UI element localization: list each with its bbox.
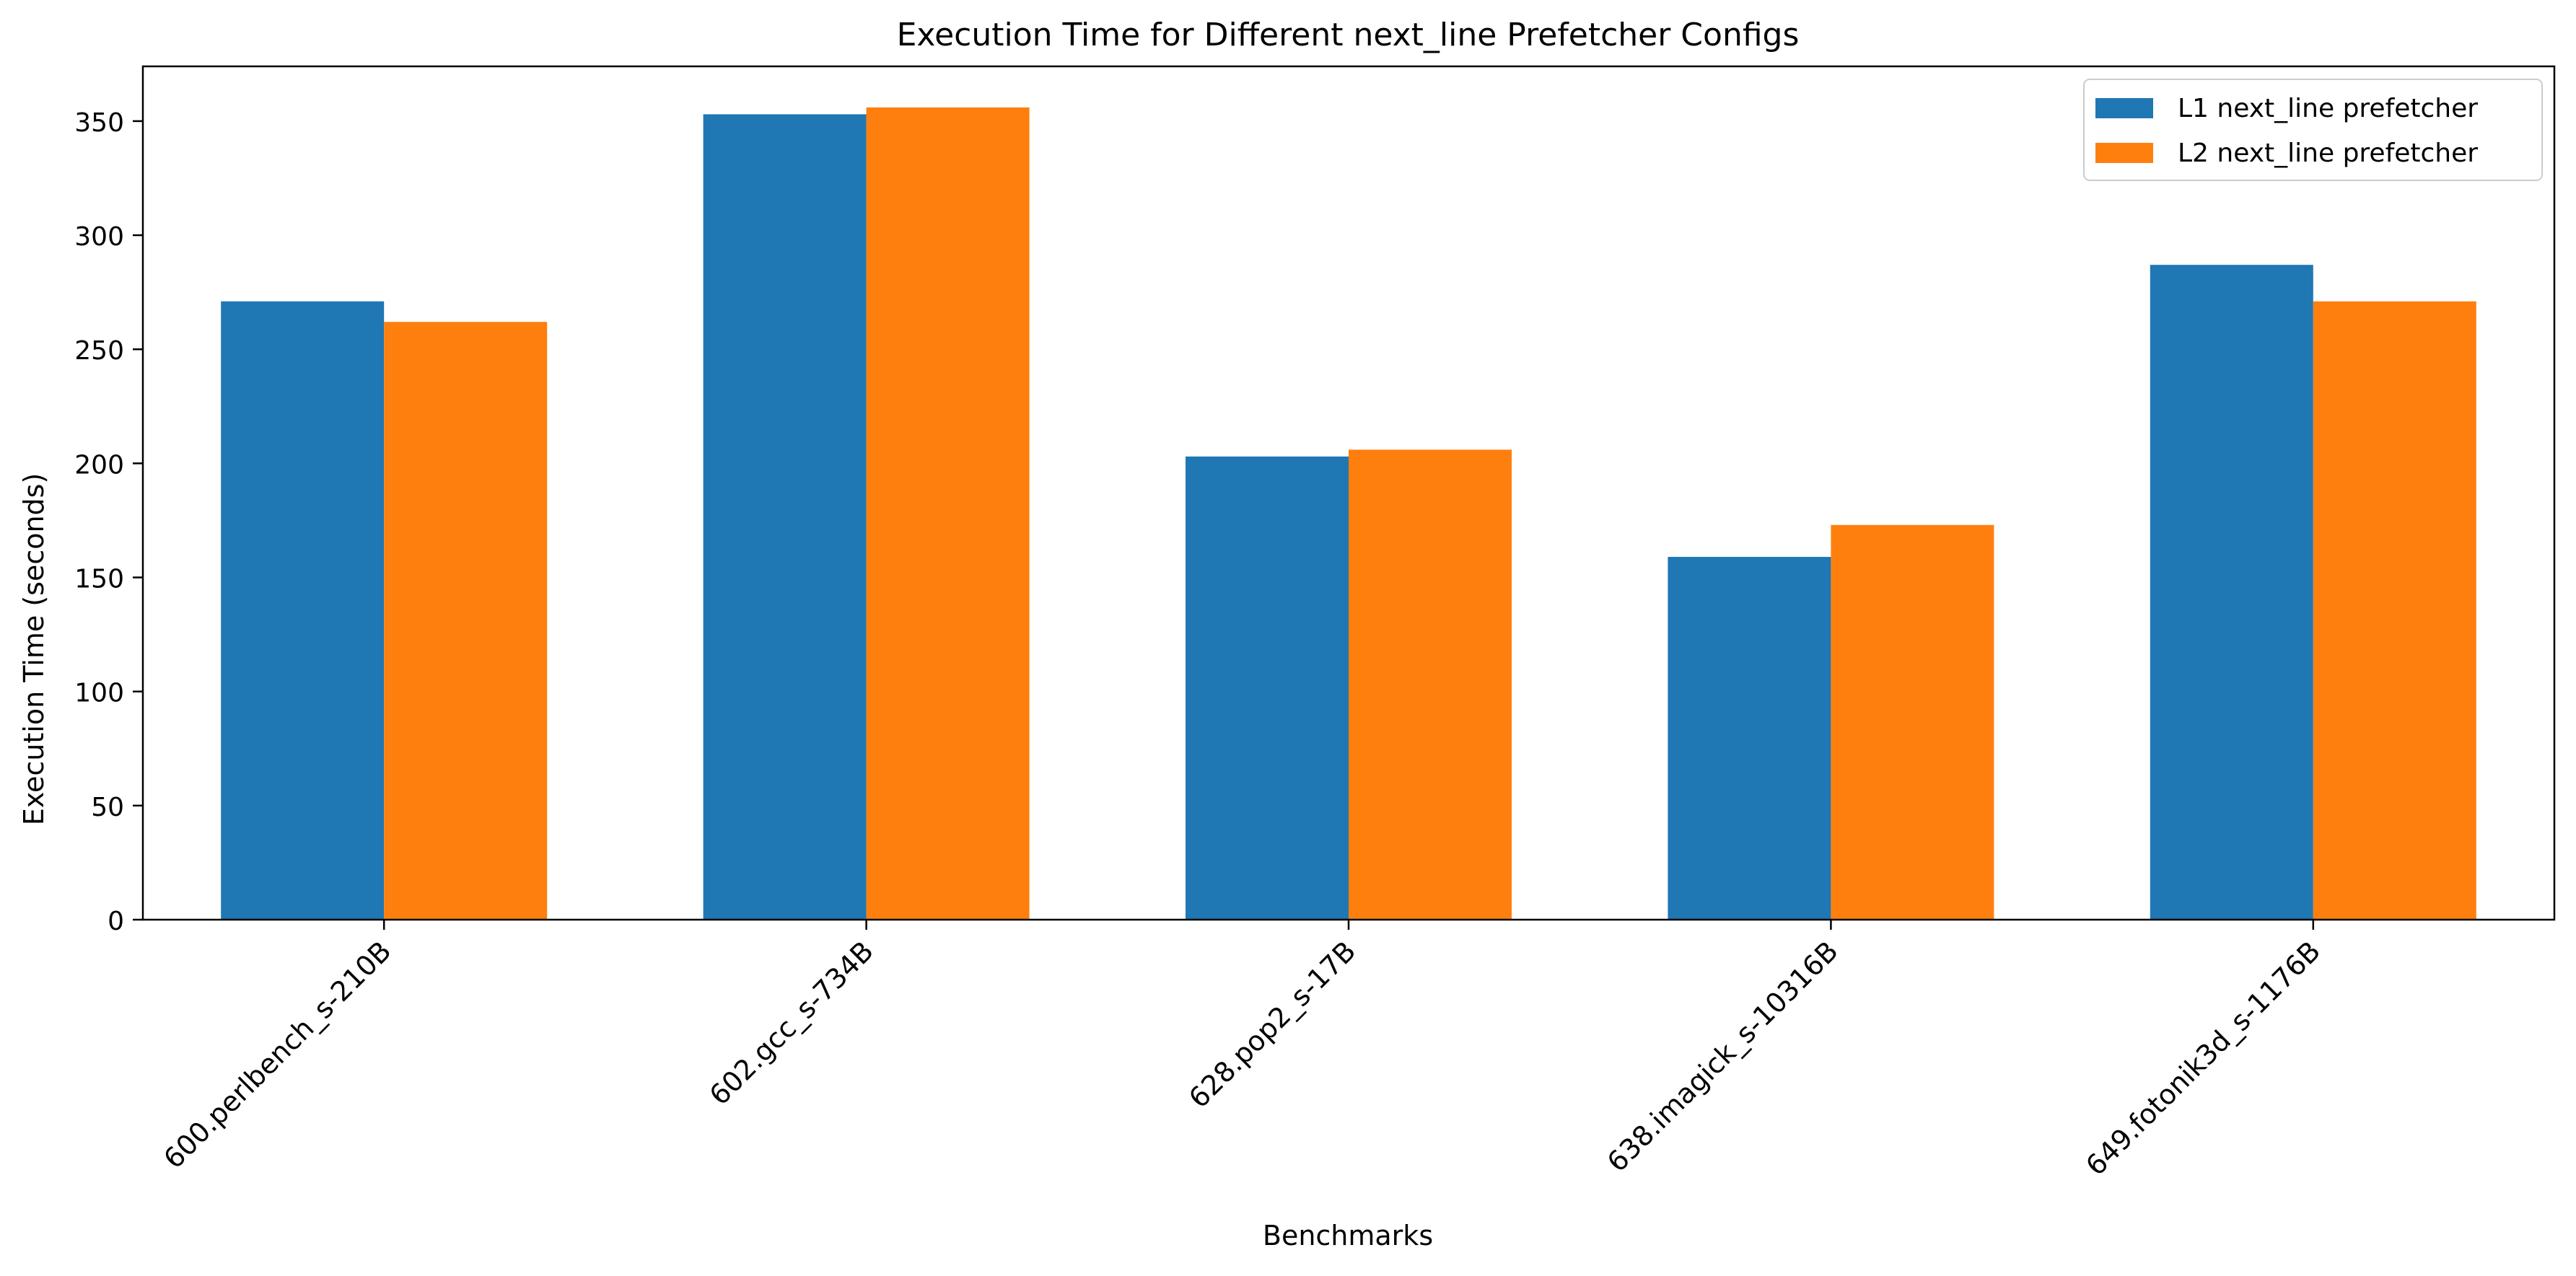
y-tick-label-2: 100 — [74, 679, 124, 708]
legend-swatch-l2 — [2095, 143, 2153, 163]
bar-l1-0 — [221, 301, 385, 920]
legend-swatch-l1 — [2095, 98, 2153, 118]
y-tick-label-7: 350 — [74, 108, 124, 138]
bar-l1-2 — [1186, 456, 1349, 920]
legend-label-l1: L1 next_line prefetcher — [2178, 94, 2478, 123]
y-axis-label: Execution Time (seconds) — [18, 473, 50, 826]
chart-title: Execution Time for Different next_line P… — [897, 17, 1800, 53]
y-tick-label-1: 50 — [91, 793, 124, 822]
y-tick-label-3: 150 — [74, 565, 124, 594]
legend-label-l2: L2 next_line prefetcher — [2178, 138, 2478, 168]
bar-l1-1 — [703, 114, 867, 920]
bar-l2-3 — [1831, 524, 1994, 920]
bar-l2-4 — [2313, 301, 2476, 920]
bar-l2-2 — [1349, 449, 1512, 920]
y-tick-label-6: 300 — [74, 222, 124, 252]
axes-frame — [141, 65, 2556, 921]
y-tick-label-0: 0 — [108, 907, 124, 936]
legend-box — [2083, 79, 2543, 181]
legend: L1 next_line prefetcher L2 next_line pref… — [2083, 79, 2543, 181]
y-tick-label-4: 200 — [74, 450, 124, 480]
bar-l1-4 — [2150, 265, 2313, 920]
x-axis-label: Benchmarks — [1263, 1220, 1433, 1251]
y-tick-label-5: 250 — [74, 336, 124, 366]
bar-l2-1 — [866, 107, 1030, 920]
bar-l2-0 — [384, 322, 548, 920]
bar-l1-3 — [1668, 557, 1831, 920]
